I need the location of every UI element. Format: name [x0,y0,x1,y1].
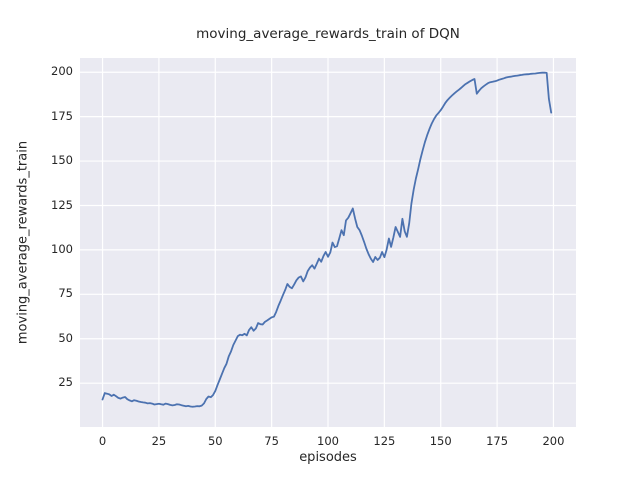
y-tick: 100 [51,242,73,256]
x-tick: 50 [207,434,223,449]
series-line [101,71,553,408]
x-axis-label: episodes [299,450,357,465]
y-tick: 25 [58,375,73,390]
x-tick: 150 [429,434,452,449]
x-tick: 200 [542,434,565,449]
x-tick: 125 [373,434,396,449]
y-tick: 200 [51,64,73,79]
line-chart [80,57,576,428]
plot-area [80,57,576,428]
y-tick: 50 [58,330,73,345]
x-tick: 175 [486,434,509,449]
y-tick: 125 [51,197,73,212]
y-tick: 75 [58,286,73,301]
y-tick: 175 [51,108,73,123]
x-tick: 0 [98,434,107,449]
y-axis-label: moving_average_rewards_train [15,140,31,345]
chart-title: moving_average_rewards_train of DQN [196,26,460,42]
x-tick: 25 [151,434,167,449]
y-tick: 150 [51,153,73,168]
x-tick: 75 [264,434,279,449]
x-tick: 100 [317,434,339,449]
